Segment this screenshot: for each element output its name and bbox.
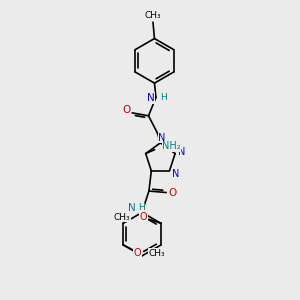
Text: CH₃: CH₃	[148, 249, 165, 258]
Text: CH₃: CH₃	[145, 11, 161, 20]
Text: O: O	[140, 212, 148, 222]
Text: O: O	[168, 188, 176, 198]
Text: N: N	[147, 93, 154, 103]
Text: CH₃: CH₃	[114, 212, 130, 221]
Text: NH₂: NH₂	[162, 141, 181, 151]
Text: O: O	[134, 248, 141, 258]
Text: N: N	[178, 147, 185, 157]
Text: N: N	[128, 203, 136, 213]
Text: H: H	[138, 203, 145, 212]
Text: O: O	[123, 106, 131, 116]
Text: H: H	[160, 94, 167, 103]
Text: N: N	[172, 169, 179, 179]
Text: N: N	[158, 133, 166, 142]
